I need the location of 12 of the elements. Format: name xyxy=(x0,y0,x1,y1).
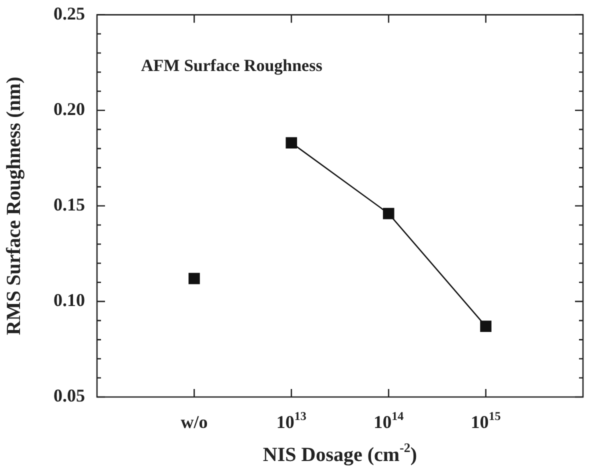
y-tick-label: 0.10 xyxy=(54,290,85,310)
annotation: AFM Surface Roughness xyxy=(141,56,323,75)
point xyxy=(480,320,492,332)
y-tick-label: 0.20 xyxy=(54,99,85,120)
y-tick-label: 0.25 xyxy=(54,3,85,24)
y-tick-label: 0.15 xyxy=(54,194,85,215)
y-axis-title: RMS Surface Roughness (nm) xyxy=(3,76,25,336)
x-tick-label: w/o xyxy=(180,412,208,432)
point xyxy=(286,137,298,148)
point xyxy=(188,272,200,284)
point xyxy=(382,208,394,220)
y-tick-label: 0.05 xyxy=(54,386,85,406)
